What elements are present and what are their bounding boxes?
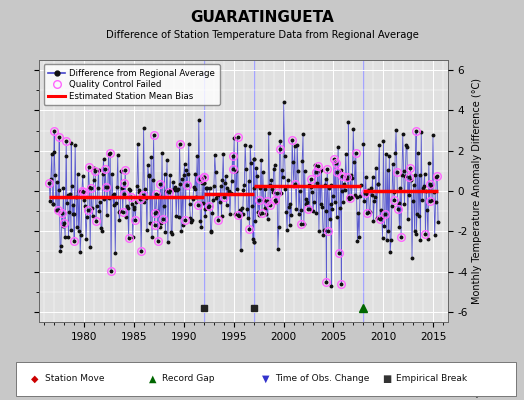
Text: ▲: ▲ bbox=[149, 374, 157, 384]
Y-axis label: Monthly Temperature Anomaly Difference (°C): Monthly Temperature Anomaly Difference (… bbox=[472, 78, 482, 304]
Text: GUARATINGUETA: GUARATINGUETA bbox=[190, 10, 334, 25]
Text: Berkeley Earth: Berkeley Earth bbox=[442, 389, 508, 398]
Text: Station Move: Station Move bbox=[45, 374, 104, 383]
Legend: Difference from Regional Average, Quality Control Failed, Estimated Station Mean: Difference from Regional Average, Qualit… bbox=[43, 64, 220, 105]
Text: ◆: ◆ bbox=[31, 374, 39, 384]
Text: Time of Obs. Change: Time of Obs. Change bbox=[275, 374, 369, 383]
Text: Difference of Station Temperature Data from Regional Average: Difference of Station Temperature Data f… bbox=[105, 30, 419, 40]
Text: ■: ■ bbox=[383, 374, 392, 384]
Text: Record Gap: Record Gap bbox=[162, 374, 215, 383]
Text: ▼: ▼ bbox=[262, 374, 269, 384]
Text: Empirical Break: Empirical Break bbox=[396, 374, 467, 383]
